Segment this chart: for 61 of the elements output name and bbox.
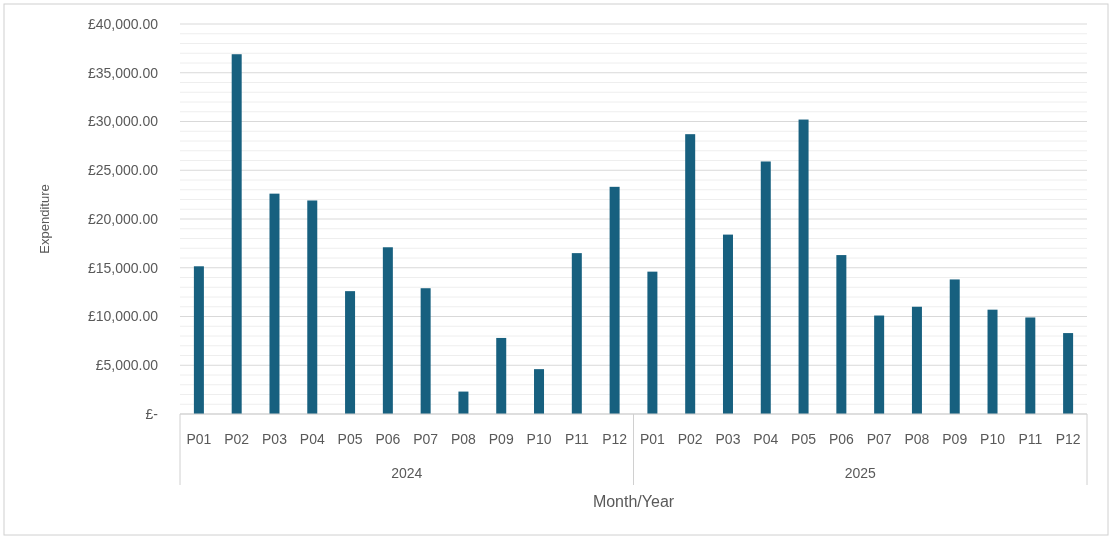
bar — [345, 291, 356, 414]
x-tick-label: P07 — [413, 431, 439, 447]
x-tick-label: P01 — [639, 431, 666, 447]
bar — [534, 369, 545, 414]
bar — [496, 337, 507, 414]
x-tick-label: P10 — [980, 431, 1006, 447]
bar — [949, 279, 960, 414]
y-tick-label: £40,000.00 — [87, 15, 159, 32]
y-tick-label: £20,000.00 — [87, 210, 159, 227]
x-tick-label: P11 — [564, 431, 589, 447]
y-axis-title: Expenditure — [37, 184, 52, 254]
x-axis-title: Month/Year — [592, 493, 675, 510]
bar — [647, 271, 658, 414]
x-tick-label: P12 — [602, 431, 628, 447]
bar — [722, 234, 733, 414]
y-tick-label: £35,000.00 — [87, 64, 159, 81]
bar — [685, 134, 696, 414]
x-tick-label: P03 — [715, 431, 741, 447]
bar — [193, 266, 204, 414]
y-tick-label: £- — [145, 405, 159, 422]
y-tick-label: £25,000.00 — [87, 162, 159, 179]
y-tick-label: £5,000.00 — [95, 357, 159, 374]
bar — [231, 54, 242, 414]
x-tick-label: P02 — [677, 431, 703, 447]
x-tick-label: P09 — [488, 431, 514, 447]
bar — [874, 315, 885, 414]
x-tick-label: P08 — [904, 431, 930, 447]
bar — [571, 253, 582, 414]
x-tick-label: P07 — [866, 431, 892, 447]
bar — [382, 247, 393, 414]
x-tick-label: P04 — [753, 431, 779, 447]
x-tick-label: P09 — [942, 431, 968, 447]
bar — [609, 186, 620, 414]
bar — [798, 119, 809, 414]
x-tick-label: P11 — [1018, 431, 1043, 447]
bar — [458, 391, 469, 414]
x-tick-label: P05 — [791, 431, 817, 447]
y-tick-label: £30,000.00 — [87, 113, 159, 130]
y-tick-label: £15,000.00 — [87, 259, 159, 276]
bar — [1025, 317, 1036, 414]
bar — [307, 200, 318, 414]
x-tick-label: P08 — [450, 431, 477, 447]
bar — [269, 193, 280, 414]
bar — [911, 306, 922, 414]
text: 2024 — [391, 465, 423, 481]
bar — [836, 255, 847, 414]
bar — [760, 161, 771, 414]
x-tick-label: P02 — [224, 431, 250, 447]
bar — [987, 309, 998, 414]
x-tick-label: P03 — [262, 431, 288, 447]
x-tick-label: P04 — [299, 431, 325, 447]
x-tick-label: P12 — [1055, 431, 1081, 447]
x-tick-label: P05 — [337, 431, 363, 447]
x-tick-label: P06 — [828, 431, 855, 447]
x-tick-label: P10 — [526, 431, 552, 447]
x-tick-label: P06 — [375, 431, 401, 447]
bar — [1063, 333, 1074, 414]
bar — [420, 288, 431, 414]
x-tick-label: P01 — [186, 431, 212, 447]
text: 2025 — [844, 465, 877, 481]
y-tick-label: £10,000.00 — [87, 308, 159, 325]
